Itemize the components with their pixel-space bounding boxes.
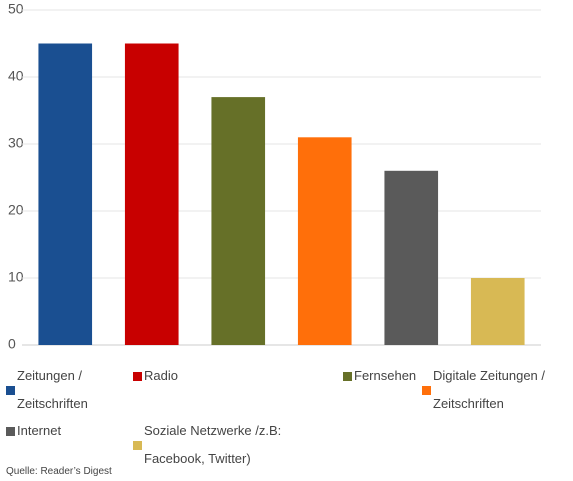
legend-label: Soziale Netzwerke /z.B: Facebook, Twitte… <box>144 423 282 466</box>
source: Quelle: Reader’s Digest <box>6 466 112 477</box>
legend-swatch <box>343 371 352 381</box>
legend-item: Soziale Netzwerke /z.B: Facebook, Twitte… <box>133 417 304 473</box>
legend-label: Internet <box>17 423 62 438</box>
y-tick-label: 20 <box>8 202 24 218</box>
legend-item: Radio <box>133 362 244 390</box>
legend-label: Zeitungen / Zeitschriften <box>17 368 88 411</box>
bar <box>38 43 93 345</box>
y-tick-label: 50 <box>8 1 24 17</box>
legend-swatch <box>133 440 142 450</box>
legend-swatch <box>422 385 431 395</box>
y-tick-label: 40 <box>8 68 24 84</box>
legend-label: Radio <box>144 368 178 383</box>
bar <box>470 278 525 345</box>
legend-label: Digitale Zeitungen / Zeitschriften <box>433 368 546 411</box>
legend-swatch <box>6 385 15 395</box>
y-tick-label: 0 <box>8 336 16 352</box>
bar <box>384 170 439 345</box>
bar <box>297 137 352 345</box>
y-tick-label: 30 <box>8 135 24 151</box>
legend-label: Fernsehen <box>354 368 417 383</box>
legend-item: Internet <box>6 417 117 445</box>
legend-swatch <box>6 426 15 436</box>
bar <box>211 97 266 345</box>
bar <box>124 43 179 345</box>
legend-swatch <box>133 371 142 381</box>
y-tick-label: 10 <box>8 269 24 285</box>
plot: 0 10 20 30 40 50 <box>8 1 541 352</box>
legend-item: Zeitungen / Zeitschriften <box>6 362 117 418</box>
legend-item: Digitale Zeitungen / Zeitschriften <box>422 362 573 418</box>
legend-item: Fernsehen <box>343 362 454 390</box>
